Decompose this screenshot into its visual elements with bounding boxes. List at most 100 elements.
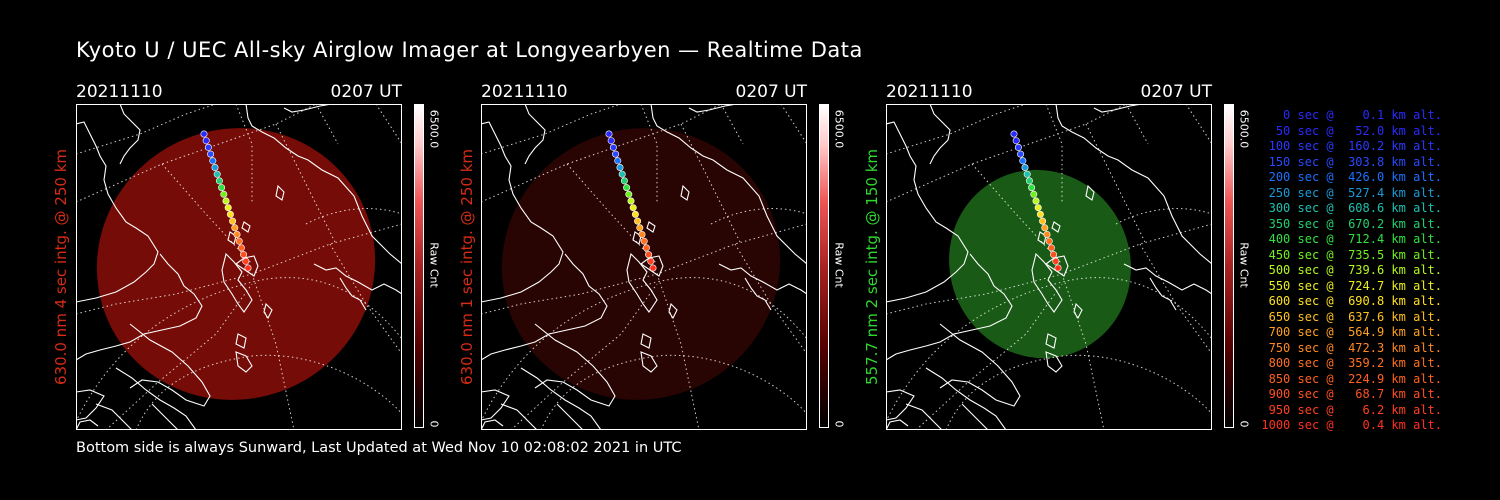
panel-1-colorbar [414,104,424,428]
coastline [886,121,969,303]
latlon-grid-line [1115,208,1212,225]
legend-row: 450 sec @ 735.5 km alt. [1261,247,1442,262]
trajectory-point [1019,157,1027,165]
coastline [119,104,141,165]
coastline [245,104,402,265]
panel-3-image[interactable] [886,104,1212,430]
trajectory-point [218,184,226,192]
coastline [283,104,333,113]
trajectory-point [1047,244,1055,252]
coastline [668,302,678,320]
coastline [886,419,909,430]
panel-2-date: 20211110 [481,82,568,102]
trajectory-point [1012,137,1020,145]
latlon-grid-line [1185,104,1212,145]
trajectory-point [220,190,228,198]
coastline [1123,263,1212,295]
panel-2-cbar-unit: Raw Cnt [832,242,846,288]
panel-1-cbar-max: 6500.0 [427,109,441,149]
coastline [129,323,211,407]
coastline [925,367,1007,430]
trajectory-point [1010,130,1018,138]
legend-row: 750 sec @ 472.3 km alt. [1261,340,1442,355]
latlon-grid-line [945,354,1212,430]
coastline [1055,104,1212,265]
legend-row: 300 sec @ 608.6 km alt. [1261,201,1442,215]
panel-1-cbar-unit: Raw Cnt [427,242,441,288]
coastline [744,277,772,311]
trajectory-point [640,237,648,245]
coastline [76,253,203,361]
panel-2-cbar-max: 6500.0 [832,109,846,149]
trajectory-point [616,163,624,171]
trajectory-point [204,143,212,151]
airglow-disc [96,128,376,400]
coastline [688,104,738,113]
image-frame [886,104,1212,430]
coastline [339,277,367,311]
panel-3-time: 0207 UT [1140,82,1213,102]
trajectory-point [1050,251,1058,259]
panel-2-image[interactable] [481,104,807,430]
trajectory-point [200,130,208,138]
coastline [481,121,564,303]
coastline [886,389,915,421]
coastline [718,263,807,295]
trajectory-point [1030,190,1038,198]
image-frame [481,104,807,430]
latlon-grid-line [329,243,402,355]
trajectory-point [202,137,210,145]
latlon-grid-line [135,354,402,430]
legend-row: 50 sec @ 52.0 km alt. [1261,123,1442,138]
trajectory-legend: 0 sec @ 0.1 km alt. 50 sec @ 52.0 km alt… [1261,108,1442,434]
trajectory-point [627,197,635,205]
coastline [235,333,247,349]
trajectory-point [618,170,626,178]
footer-note: Bottom side is always Sunward, Last Upda… [76,440,682,456]
legend-row: 600 sec @ 690.8 km alt. [1261,294,1442,308]
latlon-grid-line [1139,243,1212,355]
coastline [1093,104,1143,113]
trajectory-point [244,264,252,272]
panel-2-time: 0207 UT [735,82,808,102]
latlon-grid-line [481,277,807,423]
trajectory-point [240,251,248,259]
coastline [640,351,658,373]
trajectory-point [215,177,223,185]
coastline [1045,351,1063,373]
latlon-grid-line [235,104,253,204]
coastline [500,403,538,430]
panel-3-ylabel: 557.7 nm 2 sec intg. @ 150 km [863,148,881,386]
legend-row: 400 sec @ 712.4 km alt. [1261,232,1442,246]
legend-row: 550 sec @ 724.7 km alt. [1261,278,1442,293]
panel-1-cbar-min: 0 [427,420,441,428]
trajectory-point [207,150,215,158]
trajectory-point [649,264,657,272]
coastline [235,351,253,373]
trajectory-point [645,251,653,259]
coastline [961,403,989,430]
panel-3-cbar-unit: Raw Cnt [1237,242,1251,288]
coastline [1031,252,1063,313]
coastline [640,333,652,349]
latlon-grid-line [710,208,807,225]
coastline [313,263,402,295]
panel-1-image[interactable] [76,104,402,430]
legend-row: 150 sec @ 303.8 km alt. [1261,154,1442,169]
legend-row: 500 sec @ 739.6 km alt. [1261,263,1442,277]
coastline [1073,302,1083,320]
coastline [481,253,608,361]
coastline [1051,221,1061,233]
legend-row: 800 sec @ 359.2 km alt. [1261,356,1442,370]
trajectory-point [625,190,633,198]
airglow-disc [949,169,1131,359]
trajectory-point [647,257,655,265]
coastline [241,221,251,233]
legend-row: 250 sec @ 527.4 km alt. [1261,185,1442,200]
coastline [886,253,1013,361]
latlon-grid-line [640,104,658,204]
legend-row: 950 sec @ 6.2 km alt. [1261,402,1442,417]
trajectory-point [237,244,245,252]
coastline [626,252,658,313]
coastline [1045,333,1057,349]
